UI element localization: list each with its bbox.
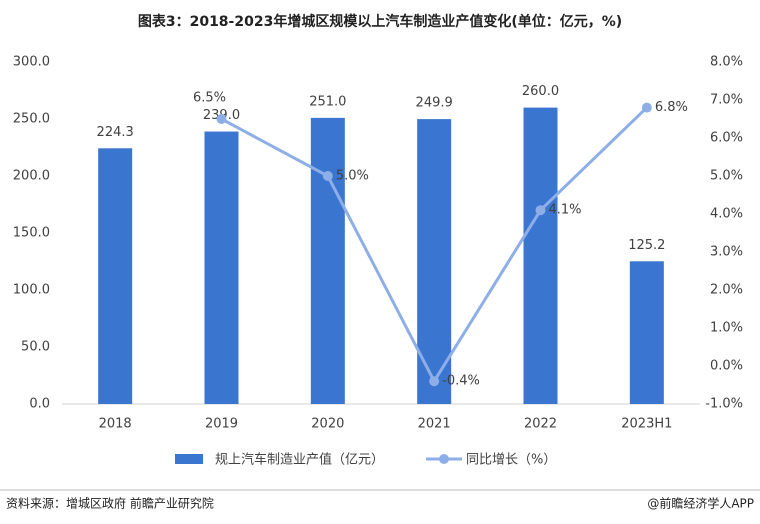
line-point	[429, 376, 440, 387]
line-point	[535, 205, 546, 216]
line-label: 6.8%	[655, 100, 688, 115]
bar	[310, 117, 345, 405]
y-tick-label: 100.0	[13, 283, 50, 298]
y-tick-label: 50.0	[21, 340, 50, 355]
bar	[98, 148, 133, 404]
line-label: 5.0%	[336, 169, 369, 184]
legend-swatch	[439, 454, 450, 464]
line-point	[641, 102, 652, 113]
y2-tick-label: 4.0%	[710, 207, 743, 222]
line-point	[322, 171, 333, 181]
y2-tick-label: 6.0%	[710, 131, 743, 146]
y2-tick-label: 2.0%	[710, 283, 743, 298]
bar	[629, 261, 664, 404]
legend-label: 同比增长（%）	[466, 453, 556, 468]
y-tick-label: 0.0	[29, 397, 50, 412]
line-point	[216, 114, 227, 124]
x-tick-label: 2021	[418, 417, 451, 432]
y2-tick-label: 1.0%	[710, 321, 743, 336]
bar-label: 260.0	[522, 84, 559, 99]
x-tick-label: 2020	[311, 417, 344, 432]
y-tick-label: 300.0	[13, 55, 50, 70]
y2-tick-label: 7.0%	[710, 93, 743, 108]
x-tick-label: 2022	[524, 417, 557, 432]
line-label: 4.1%	[549, 203, 582, 218]
legend-swatch	[175, 454, 203, 464]
x-tick-label: 2023H1	[621, 417, 672, 432]
bar-label: 251.0	[309, 94, 346, 109]
y2-tick-label: 0.0%	[710, 359, 743, 374]
y-tick-label: 250.0	[13, 112, 50, 127]
x-tick-label: 2018	[99, 417, 132, 432]
line-label: -0.4%	[442, 374, 480, 389]
line-label: 6.5%	[193, 91, 226, 106]
y-tick-label: 200.0	[13, 169, 50, 184]
bar-label: 249.9	[416, 96, 453, 111]
bar-label: 224.3	[97, 125, 134, 140]
credit: @前瞻经济学人APP	[647, 496, 754, 511]
y-tick-label: 150.0	[13, 226, 50, 241]
x-tick-label: 2019	[205, 417, 238, 432]
source: 资料来源：增城区政府 前瞻产业研究院	[6, 496, 214, 511]
bar-label: 125.2	[628, 238, 665, 253]
chart-title: 图表3：2018-2023年增城区规模以上汽车制造业产值变化(单位：亿元，%)	[138, 13, 622, 30]
y2-tick-label: -1.0%	[705, 397, 743, 412]
y2-tick-label: 8.0%	[710, 55, 743, 70]
legend-label: 规上汽车制造业产值（亿元）	[215, 452, 384, 468]
bar	[523, 107, 558, 404]
y2-tick-label: 3.0%	[710, 245, 743, 260]
y2-tick-label: 5.0%	[710, 169, 743, 184]
bar	[204, 131, 239, 405]
